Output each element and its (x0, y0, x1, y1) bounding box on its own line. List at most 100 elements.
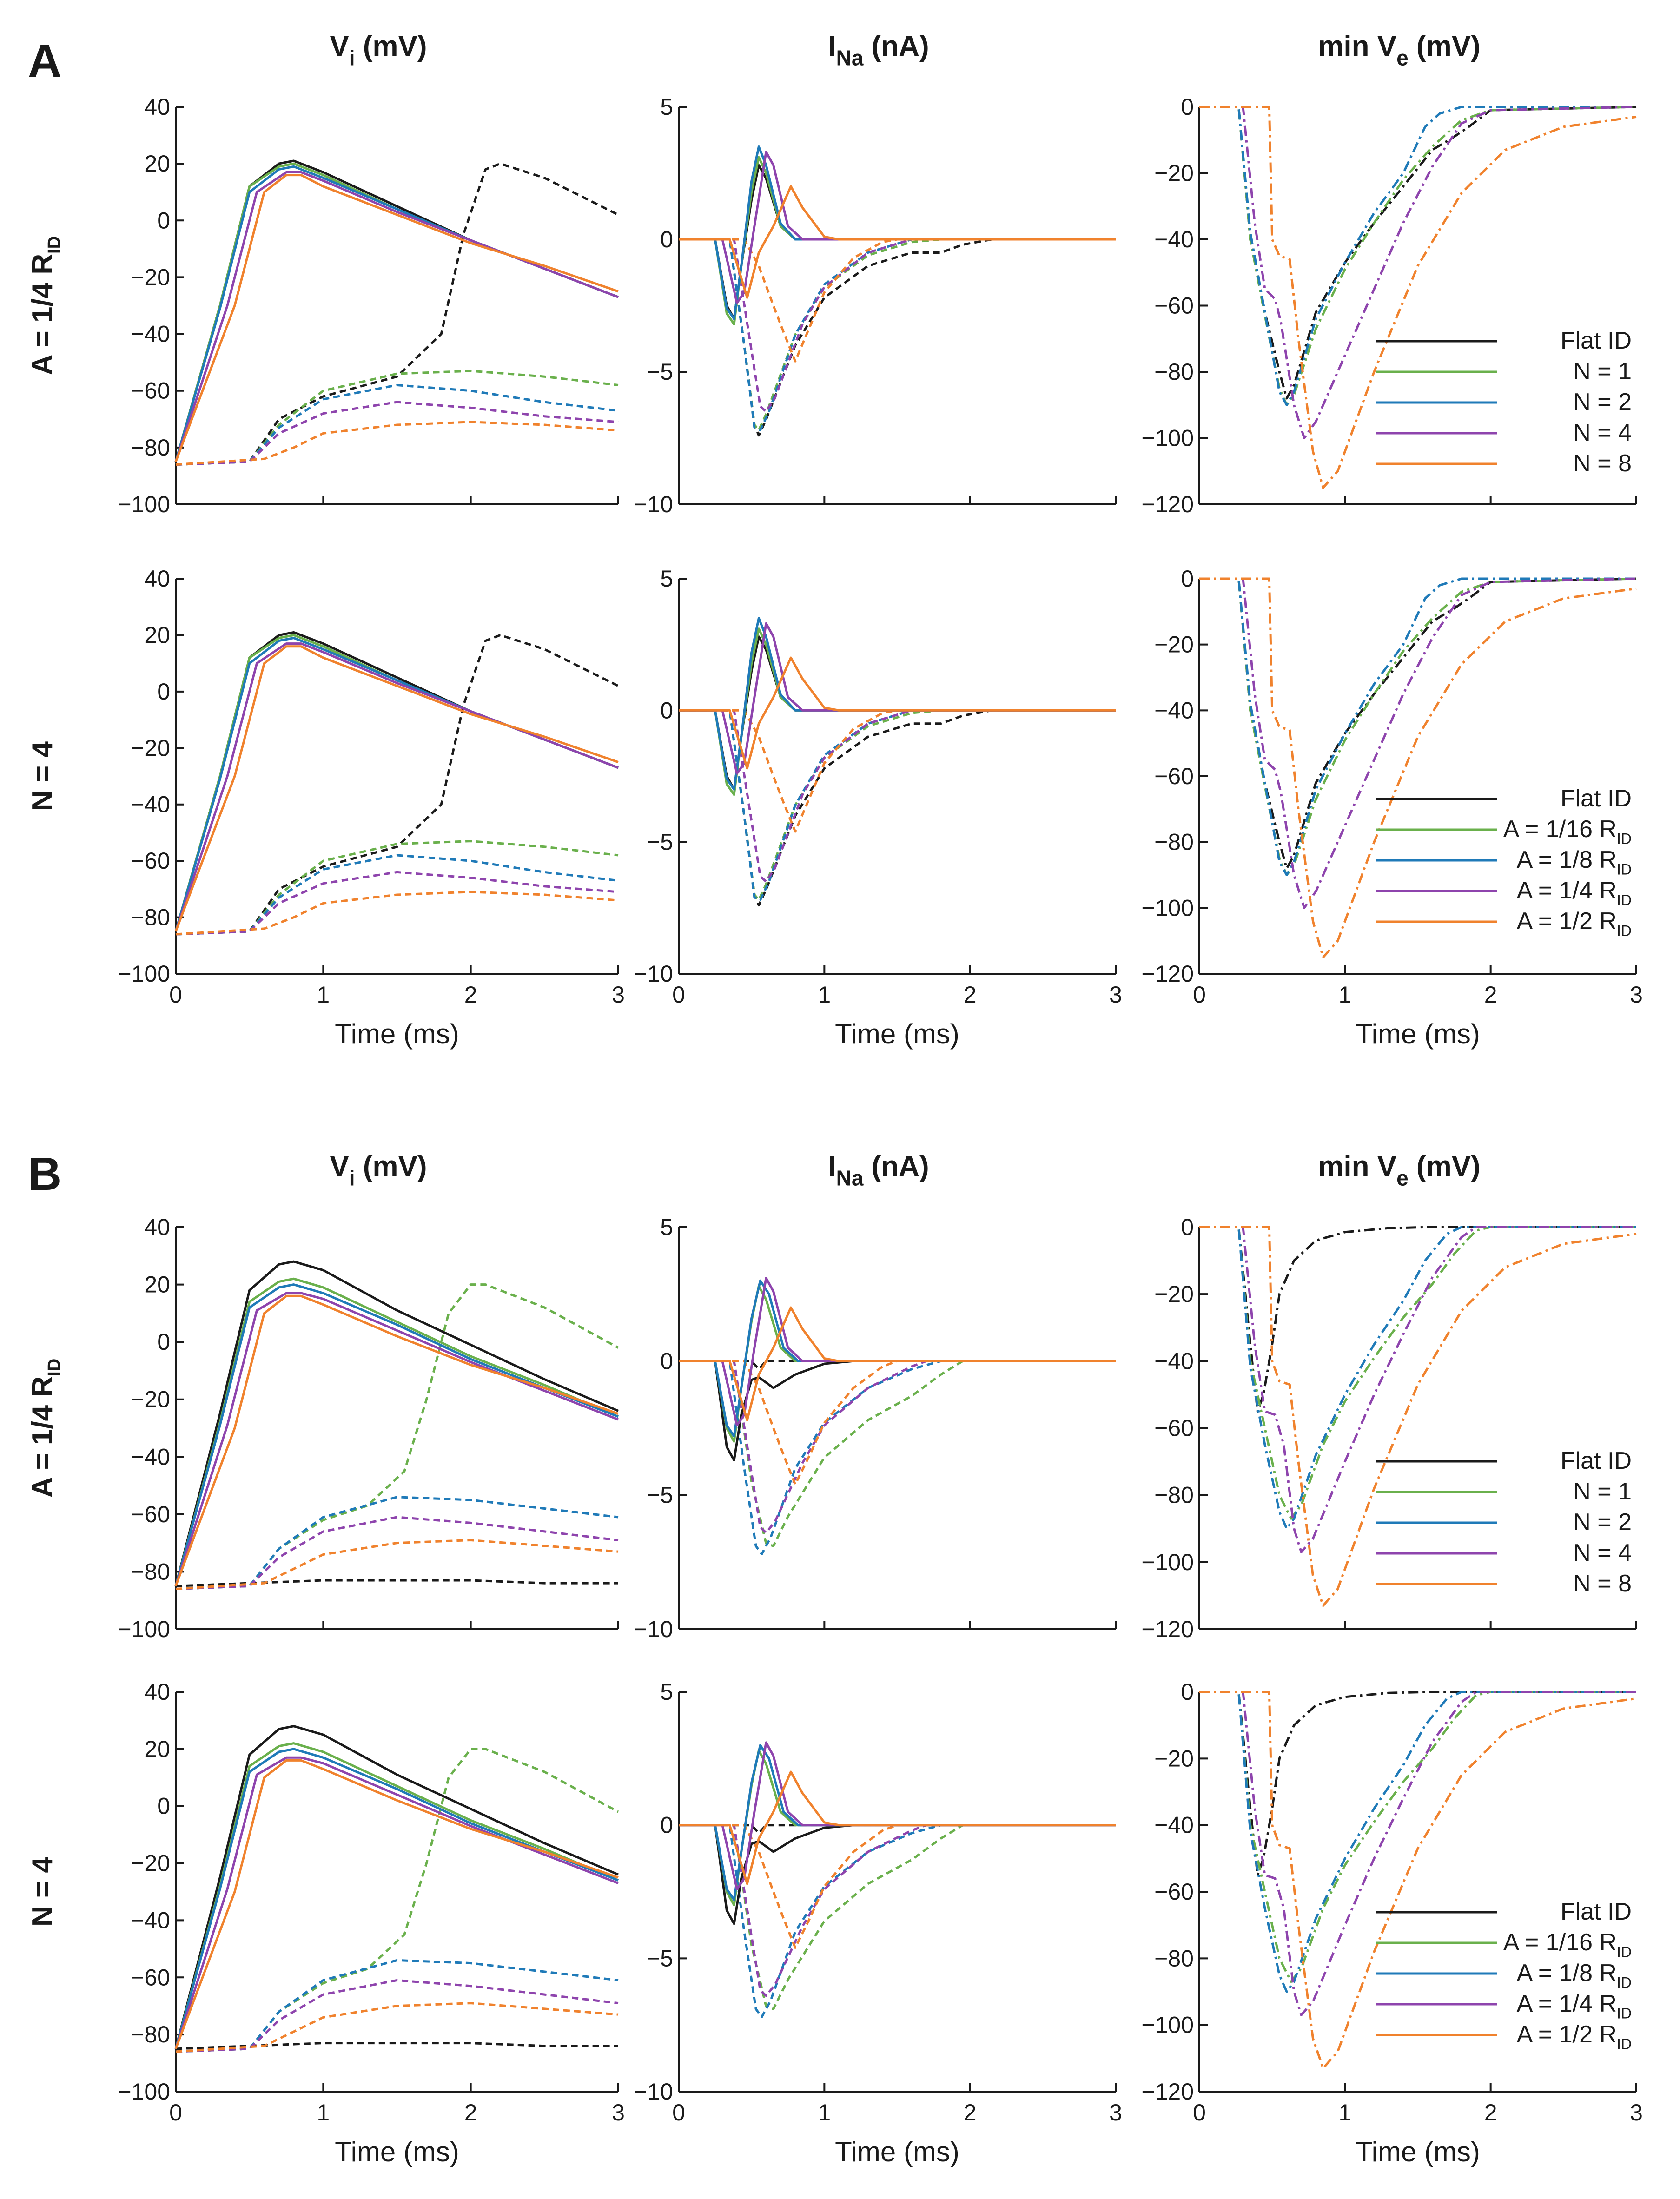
x-tick-label: 0 (1193, 982, 1206, 1008)
y-tick-label: −5 (647, 829, 673, 855)
y-tick-label: −80 (131, 435, 170, 461)
y-tick-label: −5 (647, 1482, 673, 1508)
column-title-ve: min Ve (mV) (1318, 30, 1480, 70)
y-tick-label: 20 (144, 1736, 170, 1762)
x-tick-label: 2 (464, 982, 477, 1008)
x-tick-label: 0 (169, 982, 182, 1008)
legend-entry: Flat ID (1561, 327, 1632, 354)
legend: Flat ID N = 1 N = 2 N = 4 N = 8 (1376, 327, 1632, 477)
ina-solid-series-0 (679, 1360, 1116, 1462)
vi-solid-series-2 (174, 1283, 619, 1586)
y-tick-label: −20 (1154, 632, 1194, 658)
y-tick-label: 0 (660, 1812, 673, 1838)
x-tick-label: 1 (317, 982, 330, 1008)
legend-entry: A = 1/8 RID (1517, 846, 1632, 878)
y-tick-label: 5 (660, 566, 673, 592)
y-tick-label: −20 (131, 264, 170, 290)
y-tick-label: 5 (660, 94, 673, 120)
row-label: N = 4 (26, 741, 59, 811)
y-tick-label: −100 (1141, 895, 1194, 921)
ve-dashdot-series-3 (1199, 1691, 1636, 2016)
x-tick-label: 0 (672, 2100, 685, 2126)
y-tick-label: −80 (1154, 829, 1194, 855)
panel-label: B (28, 1148, 61, 1200)
y-tick-label: 0 (157, 679, 170, 705)
x-tick-label: 1 (1338, 982, 1351, 1008)
x-tick-label: 2 (964, 2100, 977, 2126)
y-tick-label: −60 (1154, 293, 1194, 319)
y-tick-label: 5 (660, 1679, 673, 1705)
column-title-vi: Vi (mV) (330, 1150, 427, 1190)
y-tick-label: −20 (131, 735, 170, 761)
x-tick-label: 3 (612, 2100, 625, 2126)
y-tick-label: −100 (118, 961, 170, 987)
ve-dashdot-series-0 (1199, 1691, 1636, 1876)
y-tick-label: 5 (660, 1214, 673, 1240)
ve-dashdot-series-2 (1199, 1691, 1636, 1993)
y-tick-label: −20 (1154, 160, 1194, 186)
legend-entry: A = 1/2 RID (1517, 2021, 1632, 2052)
y-tick-label: −100 (118, 491, 170, 517)
y-tick-label: 0 (1181, 94, 1194, 120)
y-tick-label: 0 (157, 1793, 170, 1819)
axes-ve: 0 −20 −40 −60 −80 −100 −120 (1141, 1214, 1637, 1642)
y-tick-label: 0 (1181, 1679, 1194, 1705)
x-tick-label: 2 (1484, 2100, 1497, 2126)
y-tick-label: −80 (1154, 1482, 1194, 1508)
y-tick-label: −80 (131, 2021, 170, 2047)
vi-dashed-series-4 (175, 1539, 619, 1590)
y-tick-label: 40 (144, 566, 170, 592)
y-tick-label: −120 (1141, 1616, 1194, 1642)
column-title-ina: INa (nA) (828, 1150, 929, 1190)
y-tick-label: −20 (131, 1387, 170, 1413)
ina-dashed-series-3 (679, 709, 1116, 883)
y-tick-label: −20 (131, 1850, 170, 1876)
y-tick-label: −100 (118, 1616, 170, 1642)
x-tick-label: 0 (672, 982, 685, 1008)
y-tick-label: −60 (131, 848, 170, 874)
ve-dashdot-series-2 (1199, 106, 1636, 406)
column-title-ve: min Ve (mV) (1318, 1150, 1480, 1190)
ina-solid-series-4 (679, 1306, 1116, 1421)
y-tick-label: 0 (660, 697, 673, 723)
y-tick-label: −10 (634, 1616, 673, 1642)
ve-dashdot-series-2 (1199, 577, 1636, 876)
ina-solid-series-3 (679, 1277, 1116, 1427)
ina-solid-series-3 (679, 151, 1116, 304)
y-tick-label: −10 (634, 491, 673, 517)
x-tick-label: 2 (464, 2100, 477, 2126)
y-tick-label: 0 (660, 226, 673, 252)
legend-entry: N = 1 (1573, 358, 1632, 385)
ve-dashdot-series-1 (1199, 1691, 1636, 1983)
ve-dashdot-series-4 (1199, 1691, 1637, 2070)
y-tick-label: −40 (1154, 1812, 1194, 1838)
vi-solid-series-0 (174, 1260, 619, 1586)
axes-vi: 40 20 0 −20 −40 −60 −80 −100 (118, 94, 619, 517)
row-label: N = 4 (26, 1857, 59, 1927)
legend-entry: Flat ID (1561, 1898, 1632, 1925)
x-tick-label: 0 (169, 2100, 182, 2126)
legend-entry: Flat ID (1561, 785, 1632, 812)
column-title-ina: INa (nA) (828, 30, 929, 70)
ve-dashdot-series-3 (1199, 1226, 1636, 1553)
vi-dashed-series-2 (175, 1496, 619, 1590)
legend-entry: N = 1 (1573, 1478, 1632, 1505)
y-tick-label: −40 (1154, 697, 1194, 723)
vi-solid-series-2 (174, 1748, 619, 2049)
legend-entry: A = 1/4 RID (1517, 1990, 1632, 2021)
ina-solid-series-2 (679, 617, 1116, 791)
x-tick-label: 1 (818, 2100, 831, 2126)
x-tick-label: 0 (1193, 2100, 1206, 2126)
y-tick-label: −120 (1141, 961, 1194, 987)
vi-dashed-series-1 (175, 370, 619, 466)
y-tick-label: −120 (1141, 2079, 1194, 2105)
ve-dashdot-series-4 (1199, 577, 1637, 959)
x-tick-label: 3 (1109, 2100, 1122, 2126)
y-tick-label: −5 (647, 1945, 673, 1971)
ina-dashed-series-3 (679, 1824, 1116, 1997)
